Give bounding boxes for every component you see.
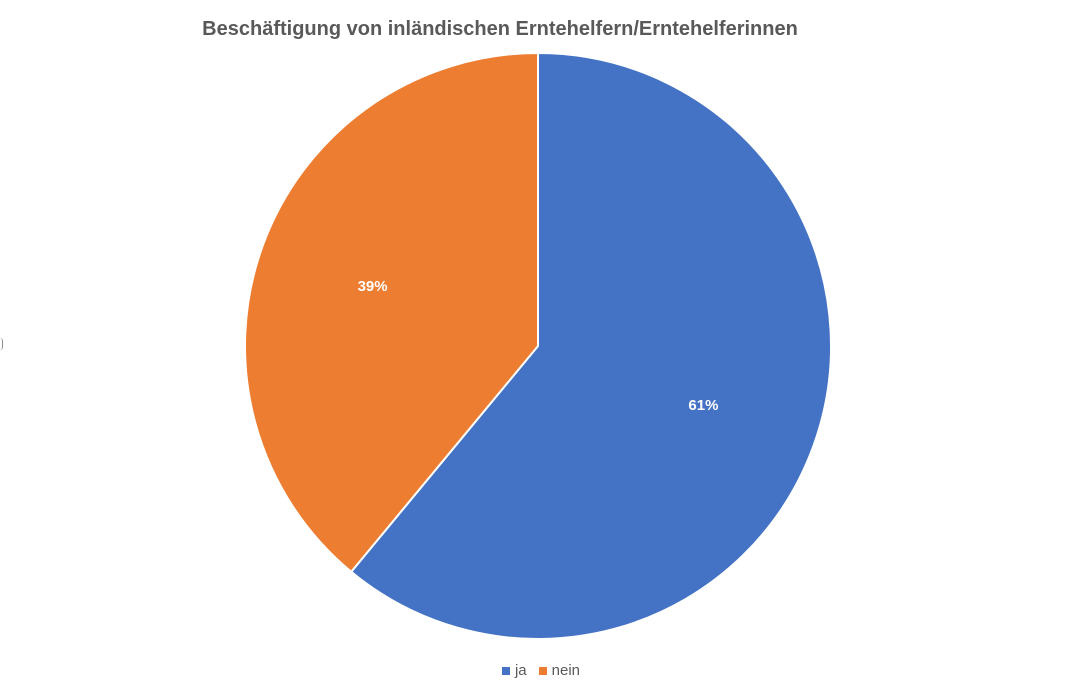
chart-legend: ja nein [0, 662, 1078, 679]
legend-label-ja: ja [514, 662, 527, 679]
edge-artifact [0, 338, 3, 350]
legend-item-nein: nein [538, 662, 581, 679]
legend-label-nein: nein [551, 662, 581, 679]
legend-swatch-nein [538, 666, 547, 675]
legend-swatch-ja [501, 666, 510, 675]
legend-item-ja: ja [501, 662, 527, 679]
pie-slice-nein [244, 52, 539, 573]
pie-data-labels: 61% 39% [358, 278, 719, 414]
pie-slices [244, 52, 832, 640]
pie-slice-ja [350, 52, 832, 640]
data-label-nein: 39% [358, 278, 388, 295]
chart-title: Beschäftigung von inländischen Erntehelf… [202, 18, 798, 40]
data-label-ja: 61% [688, 397, 718, 414]
